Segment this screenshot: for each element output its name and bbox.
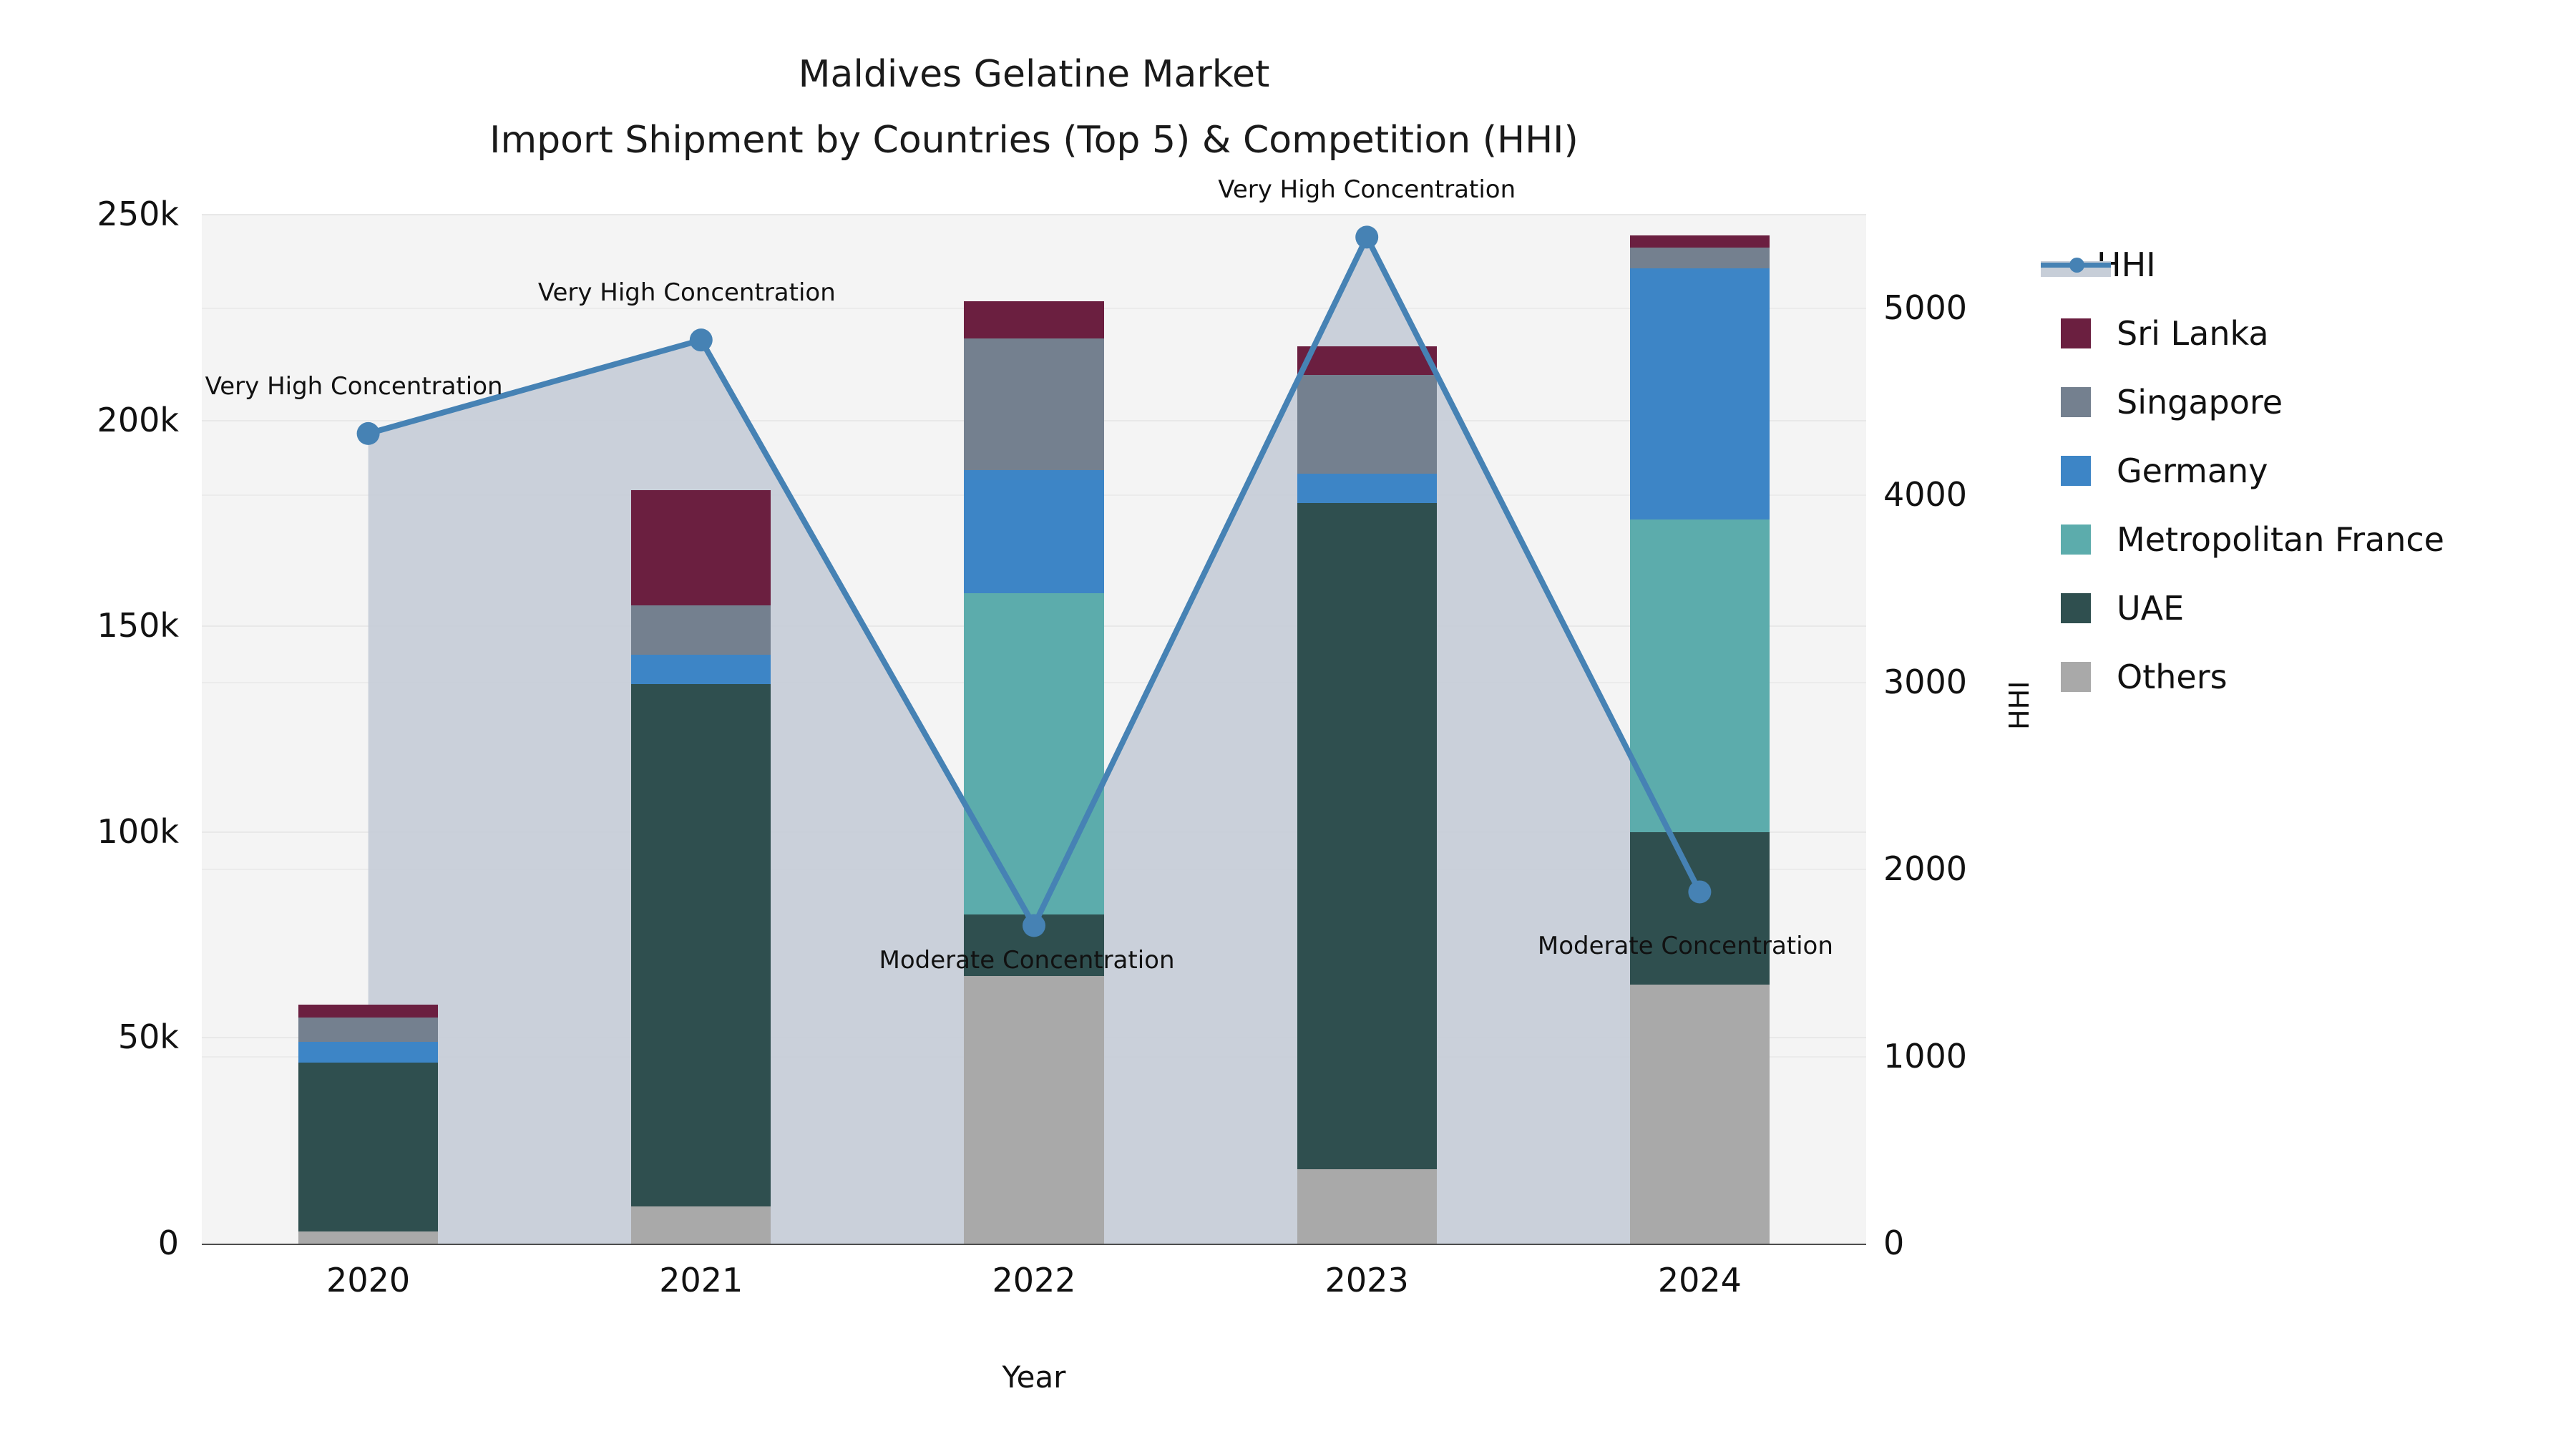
legend-item[interactable]: Others [2041, 643, 2542, 711]
y2-tick-label: 0 [1883, 1224, 1905, 1262]
bar-segment[interactable] [1629, 519, 1770, 832]
legend-color-swatch [2061, 662, 2091, 692]
x-tick-label: 2024 [1657, 1261, 1742, 1299]
y-tick-label: 0 [157, 1224, 179, 1262]
plot-area: Very High Concentration Very High Concent… [202, 175, 1866, 1244]
legend-item-label: Germany [2117, 452, 2268, 490]
bar-segment[interactable] [1297, 474, 1437, 503]
y2-tick-label: 2000 [1883, 849, 1968, 889]
y-tick-label: 250k [97, 195, 179, 233]
legend-item[interactable]: Sri Lanka [2041, 299, 2542, 368]
legend-color-swatch [2061, 525, 2091, 555]
bar-segment[interactable] [964, 976, 1104, 1244]
legend-color-swatch [2061, 456, 2091, 486]
bar-segment[interactable] [631, 655, 771, 684]
y-tick-label: 100k [97, 811, 179, 851]
legend-color-swatch [2061, 593, 2091, 623]
x-tick-label: 2021 [659, 1261, 743, 1299]
bar-segment[interactable] [1297, 502, 1437, 1170]
bar-segment[interactable] [1297, 346, 1437, 376]
hhi-data-point[interactable] [689, 328, 713, 352]
x-axis-label: Year [1002, 1360, 1066, 1395]
legend-color-swatch [2061, 318, 2091, 348]
bar-segment[interactable] [298, 1005, 439, 1018]
concentration-annotation: Moderate Concentration [1537, 932, 1833, 961]
concentration-annotation: Very High Concentration [205, 371, 503, 401]
concentration-annotation: Moderate Concentration [879, 945, 1175, 975]
chart-title: Maldives Gelatine Market [798, 53, 1270, 96]
chart-legend: HHI Sri Lanka Singapore Germany Metropolitan… [2041, 230, 2542, 711]
legend-item-label: UAE [2117, 589, 2185, 628]
bar-segment[interactable] [1629, 268, 1770, 519]
legend-item[interactable]: Metropolitan France [2041, 505, 2542, 574]
bar-segment[interactable] [964, 593, 1104, 914]
y2-tick-label: 5000 [1883, 288, 1968, 327]
x-tick-label: 2020 [326, 1261, 411, 1299]
bar-segment[interactable] [1297, 375, 1437, 474]
bar-segment[interactable] [298, 1042, 439, 1063]
y-tick-label: 50k [117, 1018, 179, 1057]
bar-segment[interactable] [631, 683, 771, 1207]
chart-subtitle: Import Shipment by Countries (Top 5) & C… [489, 119, 1579, 162]
legend-item-label: Metropolitan France [2117, 520, 2444, 559]
concentration-annotation: Very High Concentration [1218, 175, 1516, 205]
hhi-data-point[interactable] [356, 421, 380, 445]
legend-item[interactable]: HHI [2041, 230, 2542, 299]
bar-segment[interactable] [964, 338, 1104, 470]
concentration-annotation: Very High Concentration [537, 278, 836, 308]
legend-line-icon [2041, 250, 2111, 280]
y2-tick-label: 3000 [1883, 662, 1968, 701]
legend-item[interactable]: UAE [2041, 574, 2542, 643]
bar-segment[interactable] [1629, 248, 1770, 268]
bar-segment[interactable] [298, 1017, 439, 1043]
bar-segment[interactable] [1297, 1169, 1437, 1244]
y-axis-label-right: HHI [2004, 680, 2035, 730]
bar-segment[interactable] [631, 490, 771, 606]
bar-segment[interactable] [1629, 831, 1770, 985]
bar-segment[interactable] [631, 1206, 771, 1244]
legend-color-swatch [2061, 387, 2091, 417]
bar-segment[interactable] [631, 605, 771, 655]
legend-item-label: Singapore [2117, 383, 2283, 421]
legend-item-label: Others [2117, 658, 2228, 696]
x-tick-label: 2022 [992, 1261, 1076, 1299]
x-tick-label: 2023 [1324, 1261, 1409, 1299]
hhi-data-point[interactable] [1355, 225, 1379, 249]
bar-segment[interactable] [964, 301, 1104, 338]
chart-title-block: Maldives Gelatine Market Import Shipment… [0, 56, 2068, 159]
y2-tick-label: 1000 [1883, 1036, 1968, 1075]
y2-tick-label: 4000 [1883, 475, 1968, 514]
bar-segment[interactable] [964, 469, 1104, 594]
bar-segment[interactable] [298, 1062, 439, 1231]
bar-segment[interactable] [1629, 984, 1770, 1244]
bar-segment[interactable] [1629, 235, 1770, 248]
legend-item[interactable]: Singapore [2041, 368, 2542, 436]
legend-item-label: Sri Lanka [2117, 314, 2269, 353]
legend-item[interactable]: Germany [2041, 436, 2542, 505]
y-tick-label: 200k [97, 400, 179, 439]
bar-segment[interactable] [298, 1231, 439, 1244]
y-tick-label: 150k [97, 606, 179, 645]
x-axis-line [202, 1242, 1866, 1245]
gridline-y [202, 214, 1866, 215]
